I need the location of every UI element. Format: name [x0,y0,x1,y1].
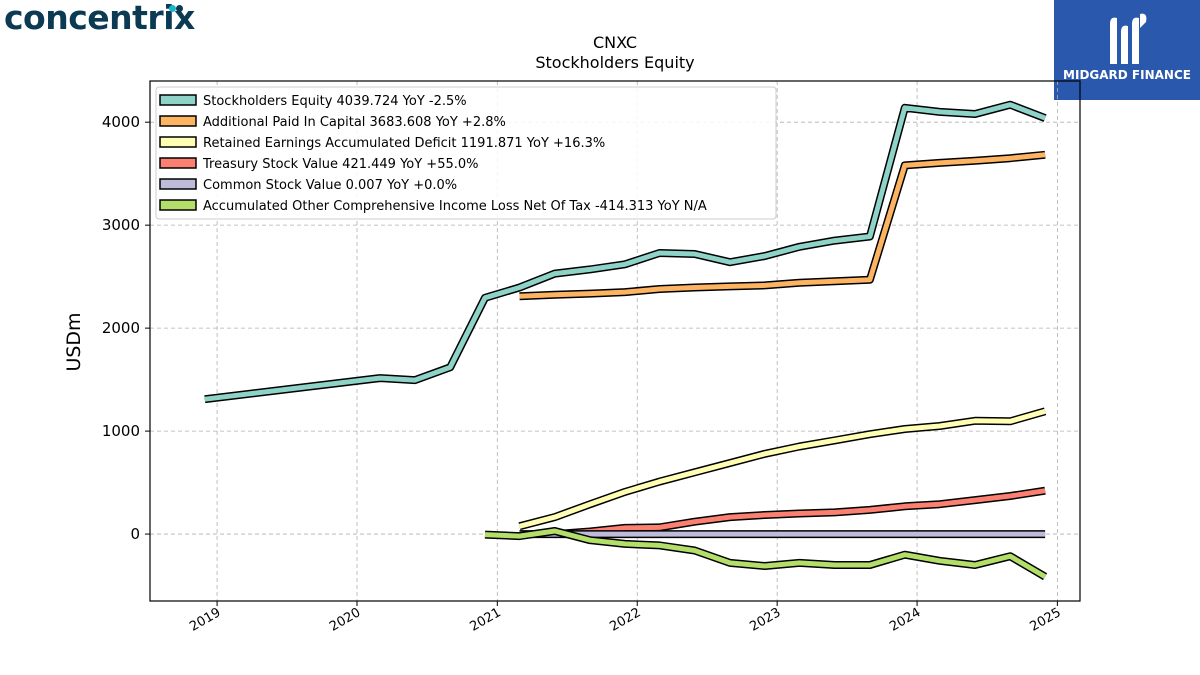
x-tick-label: 2019 [187,605,223,635]
x-tick-label: 2025 [1028,605,1064,635]
legend-swatch-2 [159,115,197,127]
series-line-3 [518,408,1046,529]
legend: Stockholders Equity 4039.724 YoY -2.5% Ad… [155,86,777,220]
legend-label-3: Retained Earnings Accumulated Deficit 11… [203,136,605,151]
legend-label-1: Stockholders Equity 4039.724 YoY -2.5% [203,94,467,109]
series-line-6 [484,528,1047,579]
x-tick-label: 2023 [747,605,783,635]
chart-title: CNXC [593,33,637,52]
plot-frame [149,80,1081,602]
brand-dot-2 [176,5,183,12]
concentrix-logo: concentrix [4,0,214,46]
y-tick-label: 2000 [102,319,140,337]
brand-wordmark: concentrix [4,0,195,37]
series-outline-3 [518,407,1047,531]
legend-label-4: Treasury Stock Value 421.449 YoY +55.0% [202,157,479,172]
series-lines [204,100,1048,581]
legend-swatch-6 [159,199,197,211]
midgard-finance-logo: MIDGARD FINANCE [1054,0,1200,100]
y-tick-label: 3000 [102,216,140,234]
legend-swatch-3 [159,136,197,148]
x-tick-label: 2024 [887,605,923,635]
legend-label-5: Common Stock Value 0.007 YoY +0.0% [203,178,457,193]
series-line-4 [554,488,1046,537]
legend-label-2: Additional Paid In Capital 3683.608 YoY … [203,115,506,130]
y-tick-label: 4000 [102,113,140,131]
y-axis-label: USDm [63,312,85,371]
legend-label-6: Accumulated Other Comprehensive Income L… [203,199,707,214]
legend-box [155,86,777,220]
y-tick-label: 0 [130,525,140,543]
x-tick-label: 2022 [607,605,643,635]
x-tick-label: 2021 [467,605,503,635]
chart-subtitle: Stockholders Equity [535,53,694,72]
partner-name: MIDGARD FINANCE [1063,68,1191,82]
legend-swatch-1 [159,94,197,106]
brand-dot-1 [169,5,176,12]
legend-swatch-5 [159,178,197,190]
y-tick-label: 1000 [102,422,140,440]
midgard-mark-icon [1110,13,1147,65]
legend-swatch-4 [159,157,197,169]
series-line-1 [204,102,1046,402]
x-tick-label: 2020 [327,605,363,635]
series-line-2 [519,152,1046,299]
